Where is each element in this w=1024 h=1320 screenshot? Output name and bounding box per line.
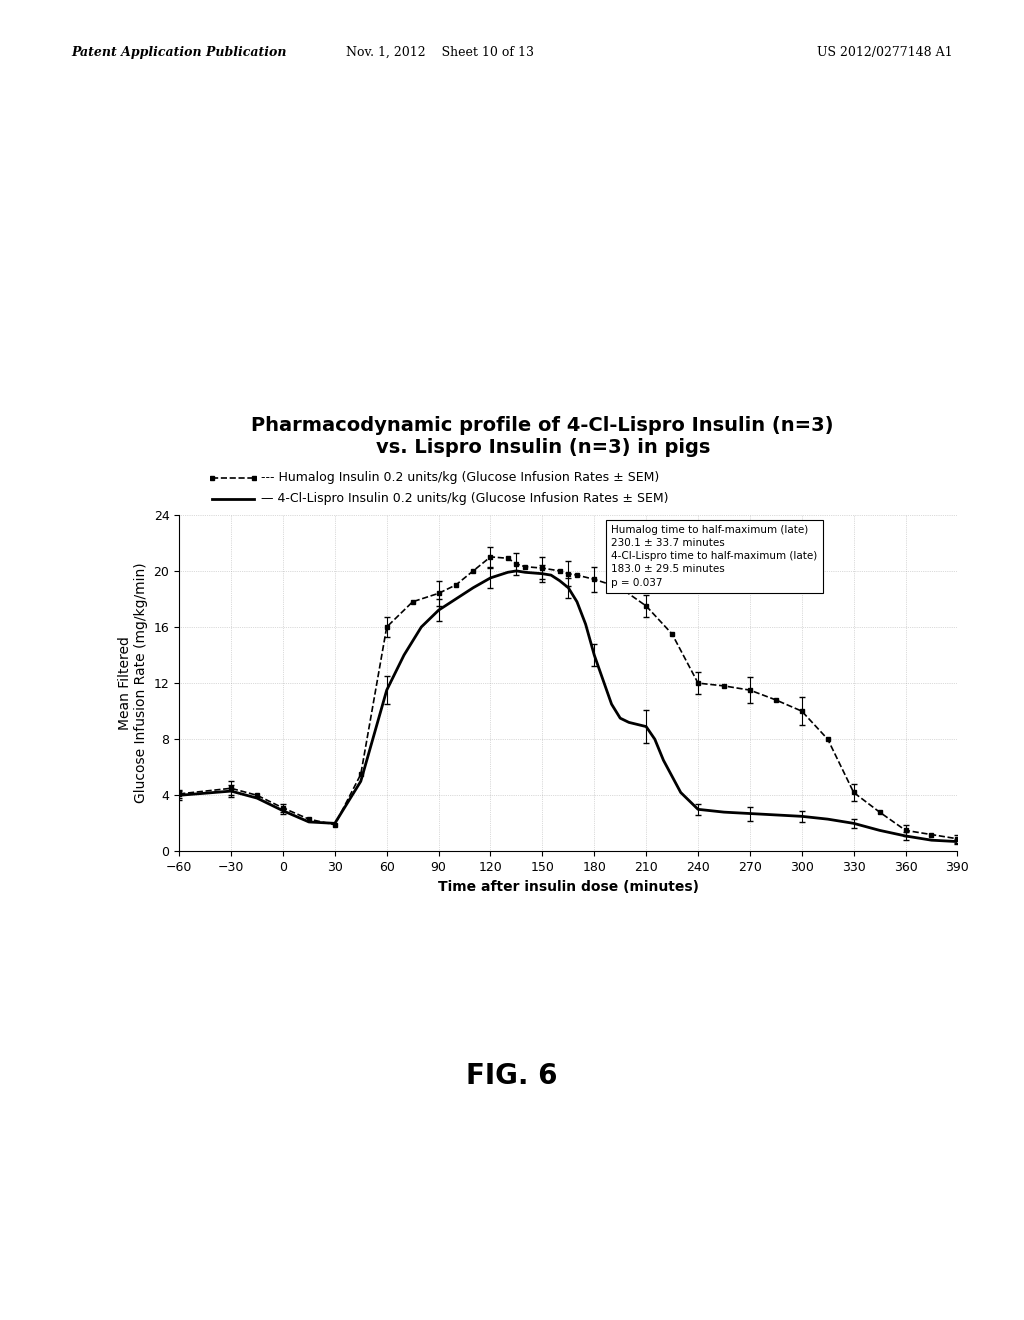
Text: US 2012/0277148 A1: US 2012/0277148 A1 [817,46,952,59]
Text: --- Humalog Insulin 0.2 units/kg (Glucose Infusion Rates ± SEM): --- Humalog Insulin 0.2 units/kg (Glucos… [261,471,659,484]
Text: Humalog time to half-maximum (late)
230.1 ± 33.7 minutes
4-Cl-Lispro time to hal: Humalog time to half-maximum (late) 230.… [611,525,817,587]
Text: FIG. 6: FIG. 6 [466,1061,558,1090]
Y-axis label: Mean Filtered
Glucose Infusion Rate (mg/kg/min): Mean Filtered Glucose Infusion Rate (mg/… [118,562,148,804]
X-axis label: Time after insulin dose (minutes): Time after insulin dose (minutes) [438,879,698,894]
Text: Nov. 1, 2012    Sheet 10 of 13: Nov. 1, 2012 Sheet 10 of 13 [346,46,535,59]
Text: Patent Application Publication: Patent Application Publication [72,46,287,59]
Text: — 4-Cl-Lispro Insulin 0.2 units/kg (Glucose Infusion Rates ± SEM): — 4-Cl-Lispro Insulin 0.2 units/kg (Gluc… [261,492,669,506]
Text: Pharmacodynamic profile of 4-Cl-Lispro Insulin (n=3)
vs. Lispro Insulin (n=3) in: Pharmacodynamic profile of 4-Cl-Lispro I… [252,416,834,457]
